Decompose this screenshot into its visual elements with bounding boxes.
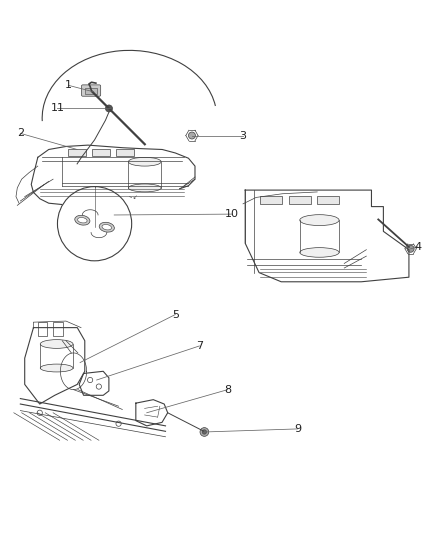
Text: 2: 2 — [17, 128, 24, 139]
Ellipse shape — [128, 184, 161, 192]
FancyBboxPatch shape — [289, 196, 311, 204]
Circle shape — [37, 410, 42, 415]
Ellipse shape — [75, 215, 90, 225]
FancyBboxPatch shape — [92, 149, 110, 156]
Circle shape — [57, 187, 132, 261]
Text: 9: 9 — [294, 424, 301, 434]
Text: 11: 11 — [50, 103, 64, 114]
FancyBboxPatch shape — [53, 322, 63, 336]
Ellipse shape — [300, 248, 339, 257]
Text: 3: 3 — [240, 131, 247, 141]
Ellipse shape — [40, 364, 73, 372]
Text: 1: 1 — [65, 80, 72, 90]
Text: 8: 8 — [224, 385, 231, 394]
FancyBboxPatch shape — [68, 149, 86, 156]
Circle shape — [88, 377, 93, 383]
Circle shape — [202, 430, 207, 434]
Text: 10: 10 — [225, 209, 239, 219]
Ellipse shape — [128, 157, 161, 166]
Circle shape — [106, 105, 113, 112]
FancyBboxPatch shape — [81, 85, 101, 96]
Ellipse shape — [102, 224, 112, 230]
Circle shape — [96, 384, 102, 389]
FancyBboxPatch shape — [38, 322, 47, 336]
FancyBboxPatch shape — [85, 88, 97, 94]
Text: 5: 5 — [172, 310, 179, 319]
Ellipse shape — [78, 217, 87, 223]
Text: 4: 4 — [414, 242, 421, 252]
Circle shape — [407, 245, 414, 252]
Text: ↙: ↙ — [133, 195, 137, 200]
FancyBboxPatch shape — [317, 196, 339, 204]
Circle shape — [200, 427, 209, 437]
FancyBboxPatch shape — [261, 196, 283, 204]
Ellipse shape — [99, 222, 114, 232]
FancyBboxPatch shape — [117, 149, 134, 156]
Circle shape — [116, 421, 121, 426]
Text: 7: 7 — [196, 341, 203, 351]
Circle shape — [188, 132, 195, 139]
Ellipse shape — [40, 340, 73, 349]
Ellipse shape — [300, 215, 339, 225]
